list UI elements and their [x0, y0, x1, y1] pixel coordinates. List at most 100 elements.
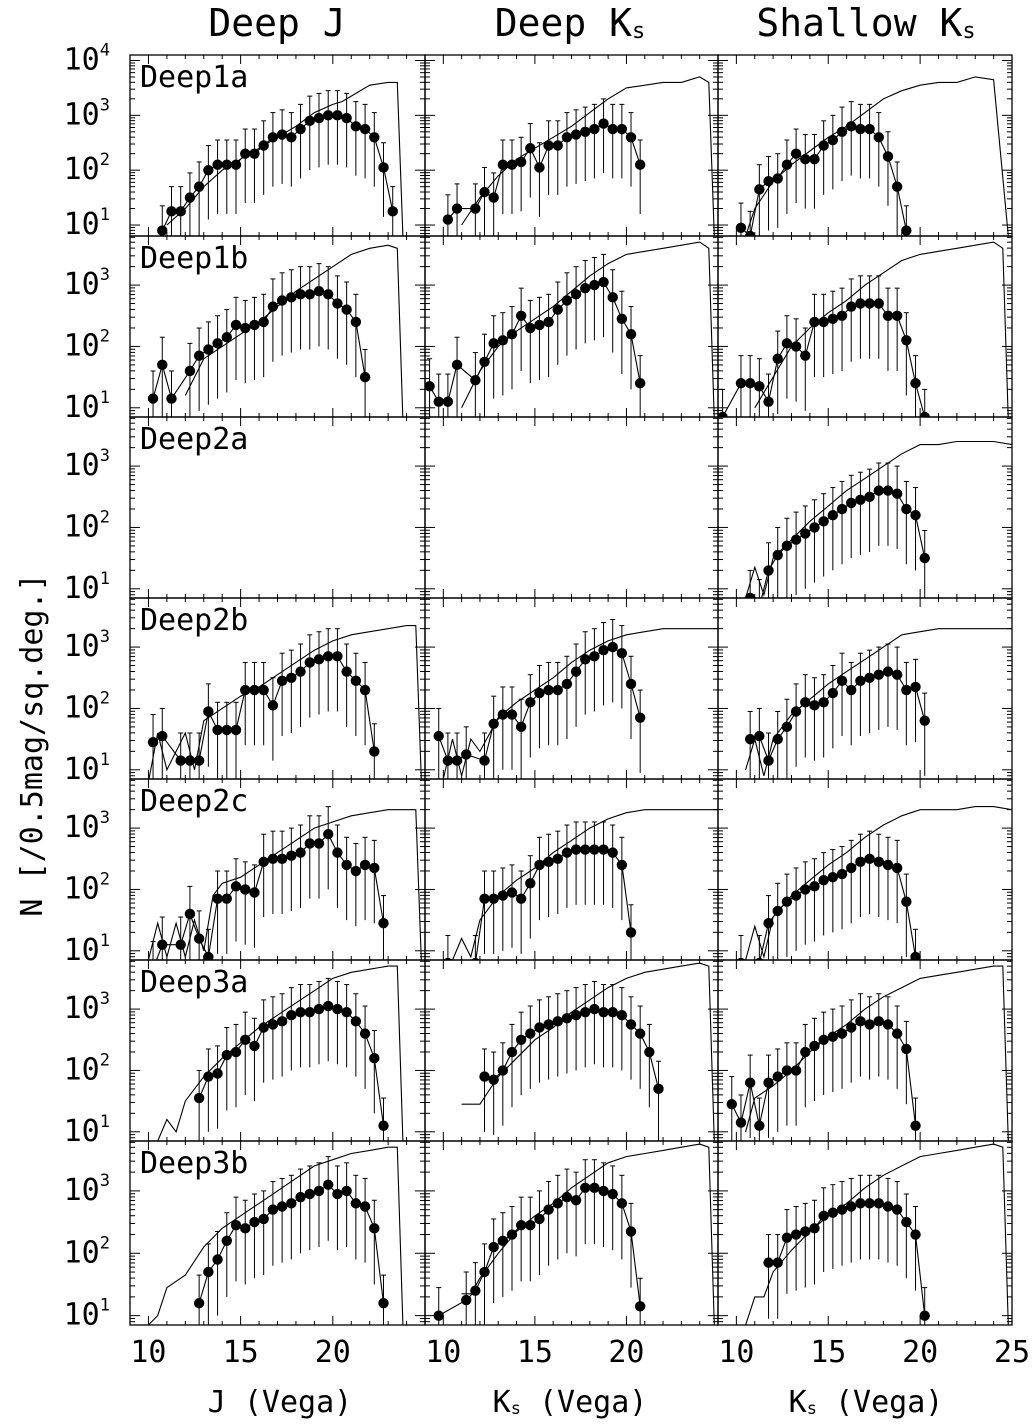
y-tick-label: 102 [64, 507, 110, 544]
data-point [901, 335, 912, 346]
data-point [515, 721, 527, 733]
data-point [763, 917, 774, 929]
model-line [166, 81, 404, 236]
panel-deep1a-3 [717, 54, 1013, 237]
data-point [506, 709, 518, 720]
data-point [147, 736, 159, 748]
data-point [157, 730, 168, 742]
data-point [212, 159, 223, 170]
data-point [589, 123, 600, 135]
data-point [790, 890, 802, 901]
model-line [461, 1143, 715, 1325]
data-point [323, 651, 334, 662]
data-point [525, 1028, 536, 1039]
data-point [882, 485, 894, 496]
data-point [369, 862, 380, 874]
data-point [534, 1213, 545, 1225]
data-point [598, 1006, 609, 1018]
data-point [286, 292, 297, 303]
data-point [919, 715, 930, 726]
data-point [836, 675, 848, 687]
panel-data [433, 618, 718, 779]
data-point [479, 356, 490, 367]
model-line [461, 76, 715, 236]
data-point [175, 755, 186, 766]
data-point [534, 687, 545, 699]
y-tick-exponent: 2 [100, 507, 110, 527]
data-point [800, 154, 811, 165]
data-point [267, 1019, 279, 1030]
data-point [451, 755, 463, 766]
panel-data [157, 965, 404, 1141]
data-point [882, 151, 894, 162]
data-point [295, 1191, 306, 1203]
data-point [193, 755, 205, 766]
data-point [772, 905, 783, 917]
data-point [258, 316, 269, 328]
data-point [818, 1210, 829, 1222]
data-point [772, 173, 783, 184]
data-point [910, 681, 921, 693]
data-point [332, 1003, 343, 1015]
data-point [350, 865, 362, 877]
data-point [616, 859, 628, 871]
data-point [616, 123, 628, 135]
model-line [745, 806, 1012, 960]
model-line [157, 965, 404, 1141]
data-point [332, 1188, 343, 1200]
data-point [800, 350, 811, 361]
data-point [552, 1016, 563, 1027]
data-point [258, 856, 269, 868]
data-point [175, 206, 186, 217]
panel-deep2b-2 [424, 597, 719, 780]
data-point [790, 341, 802, 352]
data-point [166, 206, 177, 217]
data-point [230, 1220, 242, 1231]
data-point [598, 276, 609, 288]
data-point [901, 1216, 912, 1228]
data-point [359, 371, 371, 383]
data-point [350, 121, 362, 132]
data-point [543, 316, 554, 328]
data-point [882, 310, 894, 321]
data-point [634, 159, 646, 170]
data-point [249, 148, 260, 159]
data-point [800, 884, 811, 895]
y-tick-exponent: 2 [100, 1233, 110, 1253]
data-point [873, 1198, 884, 1209]
data-point [479, 1071, 490, 1082]
data-point [378, 917, 389, 929]
data-point [276, 295, 288, 306]
data-point [313, 286, 325, 297]
data-point [470, 1285, 481, 1296]
data-point [846, 301, 857, 312]
data-point [570, 129, 582, 140]
data-point [754, 1120, 765, 1131]
x-axis-label-3: Ks (Vega) [789, 1385, 944, 1420]
data-point [552, 853, 563, 864]
data-point [240, 884, 251, 895]
panel-deep3a-3 [717, 959, 1013, 1142]
data-point [295, 1006, 306, 1018]
y-tick-exponent: 3 [100, 265, 110, 285]
data-point [221, 724, 232, 736]
x-tick-label: 10 [425, 1335, 461, 1370]
data-point [203, 951, 214, 960]
data-point [772, 549, 783, 561]
svg-text:Ks (Vega): Ks (Vega) [789, 1385, 944, 1420]
data-point [864, 1019, 875, 1030]
data-point [286, 1198, 297, 1209]
data-point [543, 1019, 554, 1030]
data-point [267, 1204, 279, 1215]
data-point [506, 887, 518, 898]
data-point [754, 381, 765, 392]
data-point [276, 129, 288, 140]
x-axis-label-1: J (Vega) [208, 1385, 353, 1420]
data-point [212, 338, 223, 349]
data-point [359, 123, 371, 135]
data-point [193, 1297, 205, 1309]
data-point [790, 706, 802, 717]
data-point [901, 225, 912, 236]
y-tick-exponent: 1 [100, 388, 110, 408]
data-point [589, 844, 600, 855]
